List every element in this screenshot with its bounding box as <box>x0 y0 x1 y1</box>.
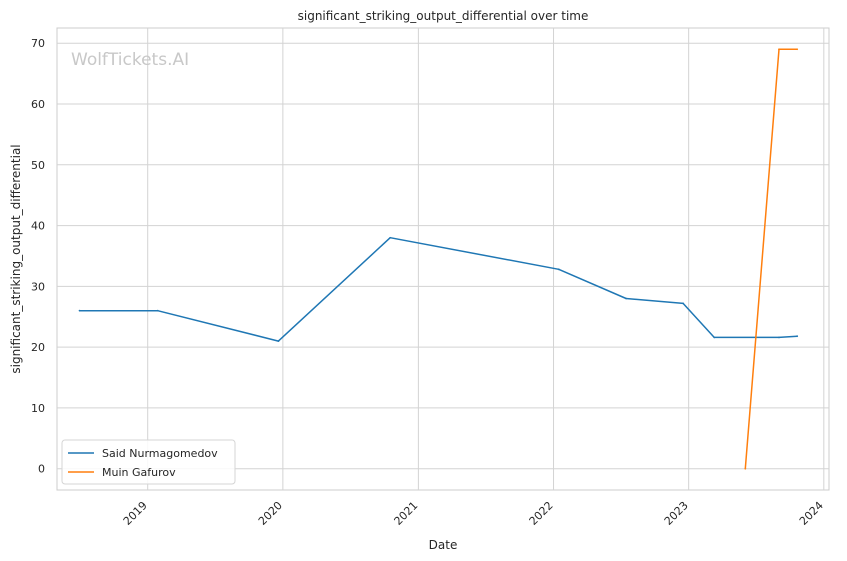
legend-box <box>61 439 236 485</box>
x-tick-label: 2020 <box>256 499 285 528</box>
data-point <box>744 467 747 470</box>
x-axis-label: Date <box>429 538 458 552</box>
y-tick-label: 30 <box>31 280 45 293</box>
x-tick-label: 2019 <box>121 499 150 528</box>
data-point <box>713 336 716 339</box>
y-axis-label: significant_striking_output_differential <box>9 144 23 373</box>
data-point <box>557 268 560 271</box>
data-point <box>78 309 81 312</box>
legend: Said Nurmagomedov Muin Gafurov <box>61 439 236 485</box>
data-point <box>156 309 159 312</box>
x-tick-labels: 2019 2020 2021 2022 2023 2024 <box>121 499 826 528</box>
plot-area <box>56 27 830 491</box>
x-tick-label: 2021 <box>392 499 421 528</box>
y-tick-label: 40 <box>31 220 45 233</box>
y-tick-label: 70 <box>31 37 45 50</box>
data-point <box>796 335 799 338</box>
data-point <box>389 236 392 239</box>
watermark: WolfTickets.AI <box>71 50 189 70</box>
series-group <box>78 48 799 470</box>
y-tick-labels: 0 10 20 30 40 50 60 70 <box>31 37 45 476</box>
data-point <box>778 336 780 339</box>
data-point <box>796 48 799 51</box>
y-tick-label: 10 <box>31 402 45 415</box>
chart-title: significant_striking_output_differential… <box>298 9 589 23</box>
y-tick-label: 50 <box>31 159 45 172</box>
legend-label: Muin Gafurov <box>102 466 176 479</box>
x-tick-label: 2022 <box>527 499 556 528</box>
y-tick-label: 60 <box>31 98 45 111</box>
x-tick-label: 2024 <box>797 499 826 528</box>
x-tick-label: 2023 <box>662 499 691 528</box>
legend-label: Said Nurmagomedov <box>102 447 218 460</box>
y-tick-label: 20 <box>31 341 45 354</box>
series-line-0 <box>79 236 798 342</box>
grid-lines <box>57 28 829 490</box>
y-tick-label: 0 <box>38 463 45 476</box>
data-point <box>625 297 627 300</box>
data-point <box>682 302 685 305</box>
data-point <box>778 48 780 51</box>
data-point <box>277 340 280 342</box>
